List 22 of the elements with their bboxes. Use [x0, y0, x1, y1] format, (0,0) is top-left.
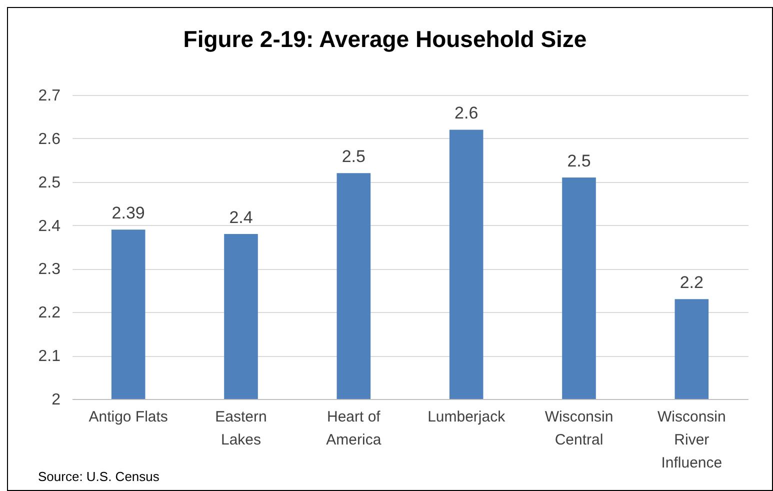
source-note: Source: U.S. Census	[38, 469, 160, 484]
x-tick-label: Wisconsin Central	[544, 408, 614, 448]
data-label: 2.5	[342, 147, 366, 166]
data-label: 2.5	[567, 152, 591, 171]
y-tick-label: 2.1	[38, 348, 61, 366]
x-tick-label: Eastern Lakes	[215, 408, 267, 448]
data-label: 2.39	[112, 204, 145, 223]
data-label: 2.4	[229, 208, 253, 227]
y-tick-label: 2	[52, 392, 61, 408]
y-tick-label: 2.5	[38, 174, 61, 192]
y-tick-label: 2.2	[38, 304, 61, 322]
x-tick-label: Wisconsin River Influence	[657, 408, 726, 472]
x-tick-label: Heart of America	[326, 408, 382, 448]
y-tick-label: 2.6	[38, 130, 61, 148]
y-tick-label: 2.7	[38, 88, 61, 104]
x-tick-label: Antigo Flats	[88, 408, 168, 426]
data-label: 2.6	[454, 104, 478, 123]
chart-title: Figure 2-19: Average Household Size	[183, 26, 587, 52]
y-tick-label: 2.4	[38, 218, 61, 235]
data-label: 2.2	[680, 273, 704, 292]
y-tick-label: 2.3	[38, 261, 61, 278]
x-tick-label: Lumberjack	[428, 408, 506, 426]
